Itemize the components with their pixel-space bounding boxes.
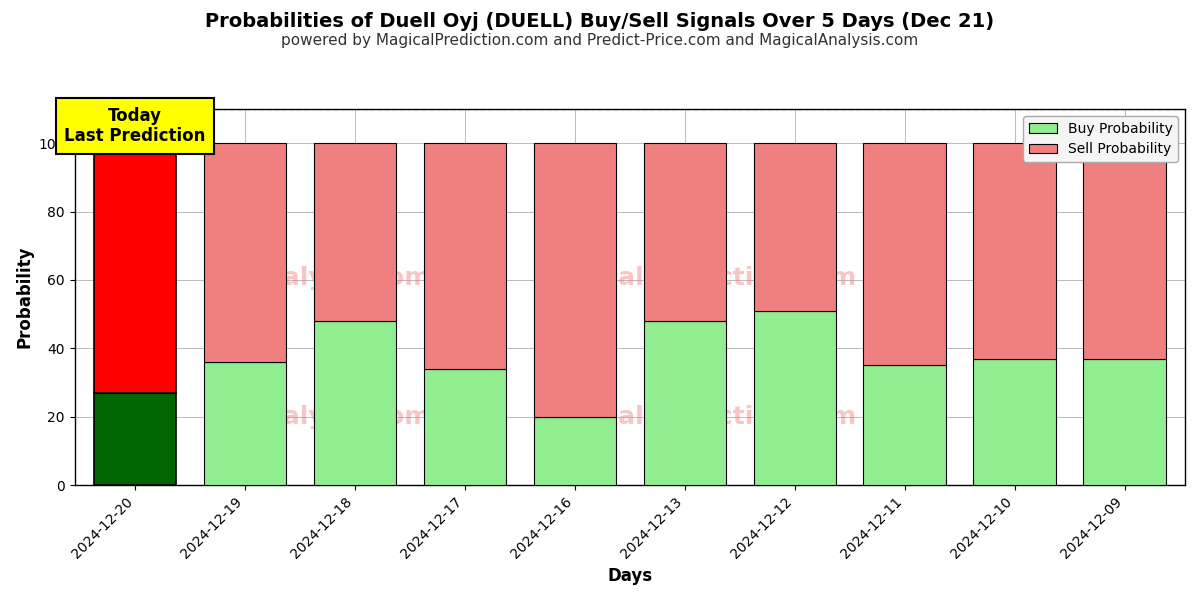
Text: powered by MagicalPrediction.com and Predict-Price.com and MagicalAnalysis.com: powered by MagicalPrediction.com and Pre… <box>281 33 919 48</box>
Text: MagicalPrediction.com: MagicalPrediction.com <box>536 266 857 290</box>
Bar <box>864 143 946 365</box>
X-axis label: Days: Days <box>607 567 653 585</box>
Text: Today
Last Prediction: Today Last Prediction <box>65 107 206 145</box>
Bar <box>1084 143 1165 359</box>
Bar <box>973 143 1056 359</box>
Bar <box>643 143 726 321</box>
Bar <box>534 417 616 485</box>
Bar <box>1084 359 1165 485</box>
Bar <box>424 369 506 485</box>
Legend: Buy Probability, Sell Probability: Buy Probability, Sell Probability <box>1024 116 1178 162</box>
Bar <box>424 143 506 369</box>
Y-axis label: Probability: Probability <box>16 246 34 349</box>
Bar <box>204 362 287 485</box>
Bar <box>754 311 836 485</box>
Bar <box>973 359 1056 485</box>
Text: Probabilities of Duell Oyj (DUELL) Buy/Sell Signals Over 5 Days (Dec 21): Probabilities of Duell Oyj (DUELL) Buy/S… <box>205 12 995 31</box>
Bar <box>643 321 726 485</box>
Bar <box>864 365 946 485</box>
Bar <box>313 321 396 485</box>
Text: calAnalysis.com: calAnalysis.com <box>206 406 432 430</box>
Text: MagicalPrediction.com: MagicalPrediction.com <box>536 406 857 430</box>
Bar <box>94 393 176 485</box>
Bar <box>94 143 176 393</box>
Bar <box>313 143 396 321</box>
Bar <box>534 143 616 417</box>
Bar <box>754 143 836 311</box>
Bar <box>204 143 287 362</box>
Text: calAnalysis.com: calAnalysis.com <box>206 266 432 290</box>
